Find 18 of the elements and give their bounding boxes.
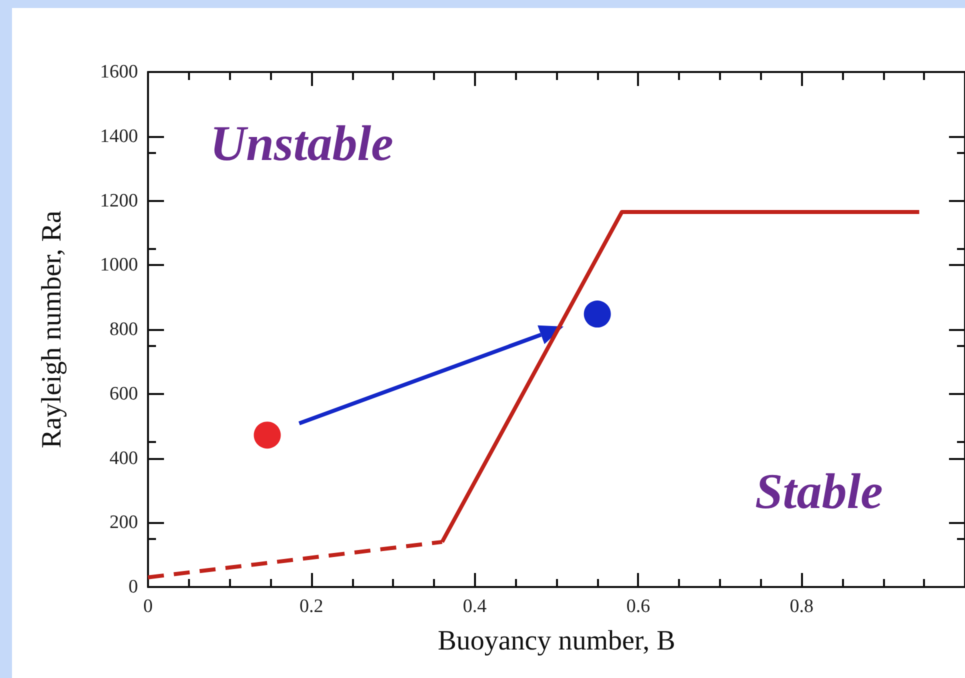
y-tick-label: 1400	[100, 126, 138, 147]
y-tick-label: 600	[110, 383, 138, 404]
y-tick-label: 400	[110, 448, 138, 469]
x-tick-label: 0.8	[790, 596, 814, 617]
x-tick-label: 0.2	[300, 596, 324, 617]
y-axis-title: Rayleigh number, Ra	[36, 210, 68, 448]
annotation: Unstable	[210, 115, 394, 171]
y-tick-label: 800	[110, 319, 138, 340]
x-axis-title: Buoyancy number, B	[438, 626, 676, 656]
x-tick-label: 0.6	[626, 596, 650, 617]
x-tick-label: 0	[143, 596, 153, 617]
y-tick-label: 1600	[100, 62, 138, 82]
y-tick-label: 0	[128, 576, 138, 598]
y-tick-label: 1000	[100, 254, 138, 276]
y-tick-label: 1200	[100, 190, 138, 212]
x-tick-label: 0.4	[462, 596, 488, 617]
annotation: Stable	[755, 463, 883, 519]
y-tick-label: 200	[110, 512, 138, 534]
